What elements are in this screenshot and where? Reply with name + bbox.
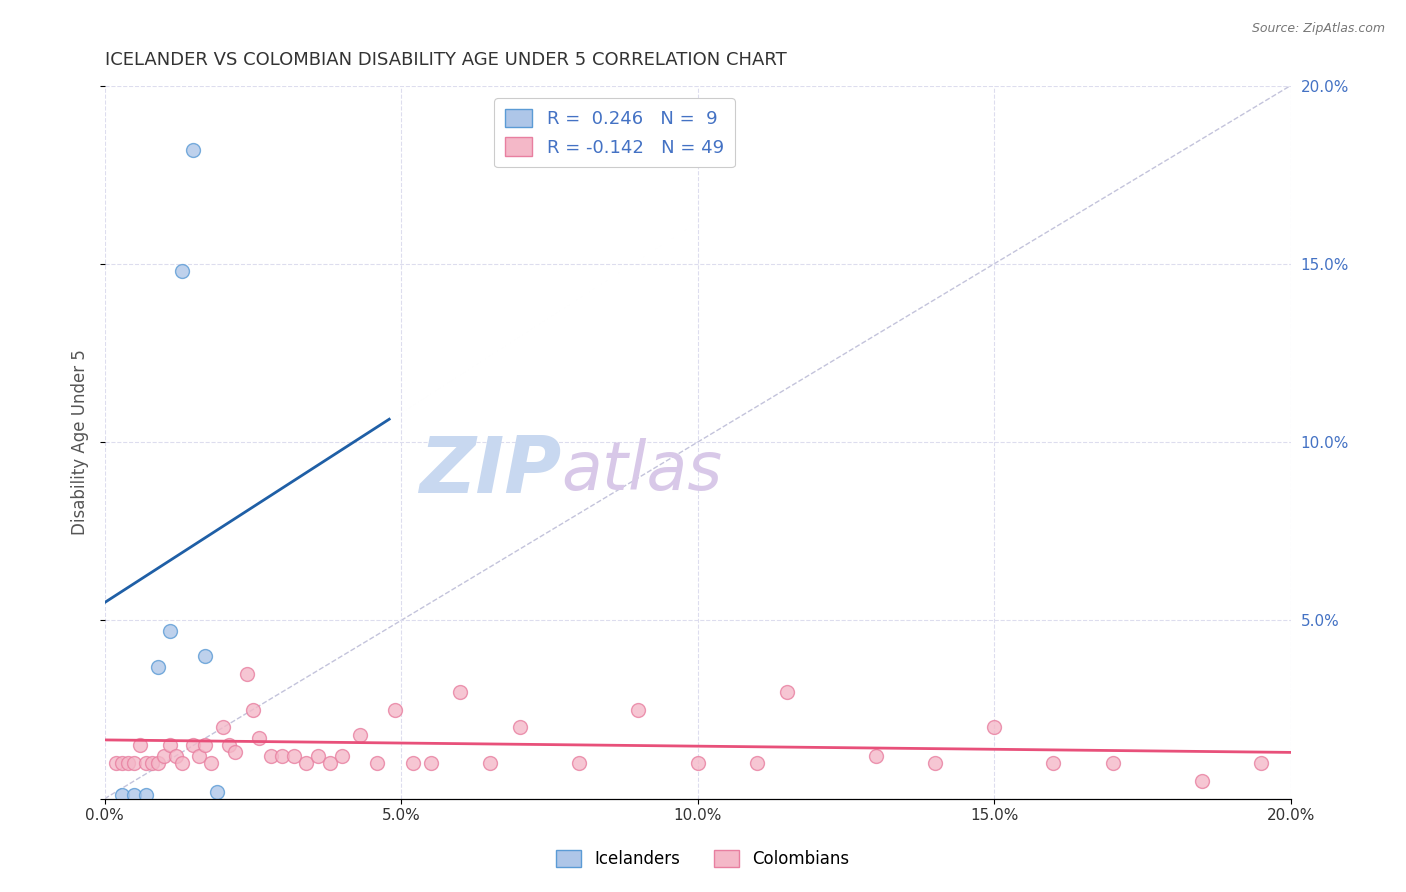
Point [419, 756, 441, 770]
Legend: Icelanders, Colombians: Icelanders, Colombians [550, 843, 856, 875]
Point [924, 756, 946, 770]
Point [183, 143, 205, 157]
Point [283, 748, 305, 763]
Point [1042, 756, 1064, 770]
Point [366, 756, 388, 770]
Point [183, 738, 205, 752]
Point [194, 738, 217, 752]
Point [129, 738, 152, 752]
Point [479, 756, 502, 770]
Point [165, 748, 187, 763]
Point [307, 748, 329, 763]
Point [449, 685, 471, 699]
Point [141, 756, 163, 770]
Point [686, 756, 709, 770]
Point [205, 784, 228, 798]
Point [775, 685, 797, 699]
Point [627, 703, 650, 717]
Text: Source: ZipAtlas.com: Source: ZipAtlas.com [1251, 22, 1385, 36]
Point [153, 748, 176, 763]
Point [983, 721, 1005, 735]
Point [384, 703, 406, 717]
Point [212, 721, 235, 735]
Point [1101, 756, 1123, 770]
Point [1250, 756, 1272, 770]
Point [295, 756, 318, 770]
Legend: R =  0.246   N =  9, R = -0.142   N = 49: R = 0.246 N = 9, R = -0.142 N = 49 [495, 98, 735, 168]
Point [170, 264, 193, 278]
Point [194, 649, 217, 664]
Point [111, 788, 134, 802]
Text: ZIP: ZIP [419, 433, 561, 508]
Point [259, 748, 281, 763]
Point [111, 756, 134, 770]
Y-axis label: Disability Age Under 5: Disability Age Under 5 [72, 349, 89, 535]
Point [745, 756, 768, 770]
Point [349, 728, 371, 742]
Point [509, 721, 531, 735]
Point [135, 756, 157, 770]
Point [224, 745, 246, 759]
Point [188, 748, 211, 763]
Point [218, 738, 240, 752]
Point [271, 748, 294, 763]
Text: ICELANDER VS COLOMBIAN DISABILITY AGE UNDER 5 CORRELATION CHART: ICELANDER VS COLOMBIAN DISABILITY AGE UN… [104, 51, 786, 69]
Point [146, 660, 169, 674]
Point [146, 756, 169, 770]
Point [159, 624, 181, 639]
Point [122, 788, 145, 802]
Point [319, 756, 342, 770]
Point [122, 756, 145, 770]
Point [247, 731, 270, 746]
Point [170, 756, 193, 770]
Point [568, 756, 591, 770]
Point [242, 703, 264, 717]
Point [135, 788, 157, 802]
Point [1191, 773, 1213, 788]
Point [236, 667, 259, 681]
Text: atlas: atlas [561, 438, 723, 504]
Point [159, 738, 181, 752]
Point [200, 756, 222, 770]
Point [105, 756, 128, 770]
Point [330, 748, 353, 763]
Point [865, 748, 887, 763]
Point [117, 756, 139, 770]
Point [402, 756, 425, 770]
